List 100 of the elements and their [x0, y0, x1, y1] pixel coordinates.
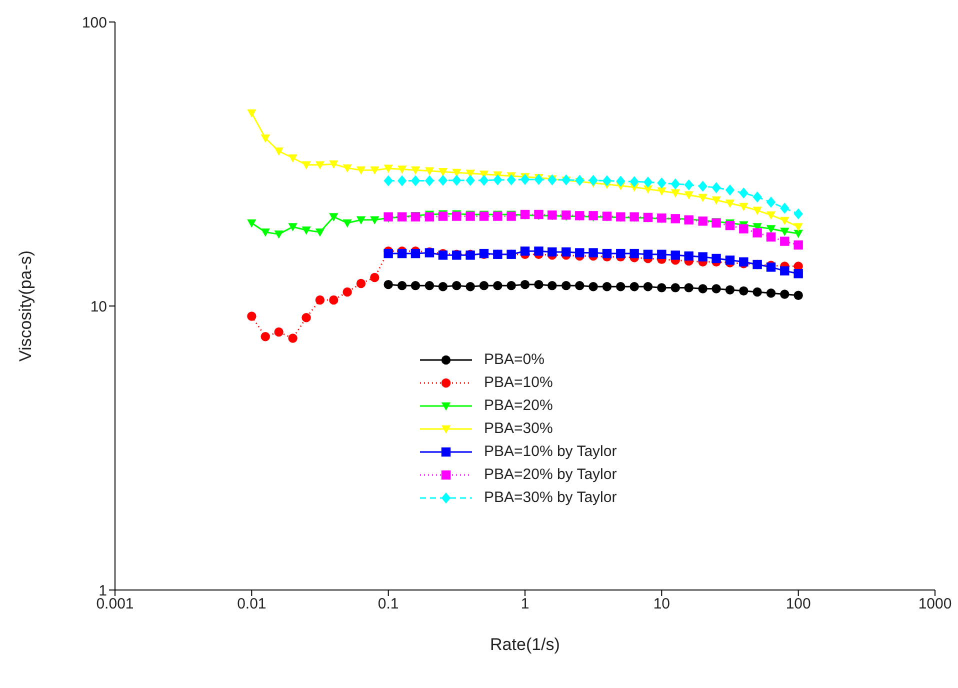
- legend-label: PBA=20%: [484, 397, 553, 414]
- point: [725, 184, 735, 196]
- point: [794, 290, 803, 300]
- point: [548, 247, 557, 257]
- point: [630, 248, 639, 258]
- point: [370, 216, 380, 224]
- point: [616, 248, 626, 258]
- point: [410, 248, 420, 258]
- point: [452, 174, 462, 186]
- x-tick-label: 100: [786, 596, 811, 613]
- legend-label: PBA=0%: [484, 351, 544, 368]
- point: [780, 266, 790, 276]
- point: [698, 284, 708, 294]
- point: [410, 175, 420, 186]
- point: [247, 312, 256, 321]
- x-tick-label: 10: [653, 596, 670, 613]
- x-tick-label: 0.1: [378, 596, 399, 613]
- point: [752, 191, 762, 203]
- point: [698, 180, 708, 192]
- point: [260, 228, 270, 237]
- point: [274, 147, 284, 156]
- point: [466, 282, 475, 292]
- point: [794, 269, 803, 278]
- point: [397, 248, 407, 258]
- point: [329, 213, 338, 222]
- point: [247, 219, 256, 228]
- point: [410, 166, 420, 175]
- point: [288, 154, 298, 163]
- point: [288, 223, 298, 232]
- point: [493, 280, 502, 290]
- point: [534, 246, 544, 256]
- point: [630, 282, 639, 292]
- point: [794, 240, 803, 250]
- point: [739, 202, 748, 212]
- point: [342, 164, 352, 173]
- point: [588, 248, 598, 258]
- x-axis-title: Rate(1/s): [490, 635, 560, 654]
- point: [329, 295, 338, 305]
- point: [520, 280, 530, 290]
- point: [643, 250, 653, 259]
- point: [766, 288, 776, 298]
- point: [342, 287, 352, 297]
- point: [506, 174, 516, 186]
- point: [329, 160, 338, 169]
- point: [562, 280, 571, 290]
- point: [684, 283, 694, 292]
- point: [602, 248, 612, 258]
- point: [370, 272, 380, 282]
- point: [630, 176, 639, 188]
- point: [602, 282, 612, 292]
- point: [384, 164, 393, 174]
- point: [616, 176, 626, 187]
- point: [780, 202, 790, 214]
- point: [452, 280, 462, 290]
- point: [260, 332, 270, 342]
- point: [302, 313, 311, 322]
- point: [438, 168, 448, 176]
- point: [712, 254, 721, 264]
- point: [520, 174, 530, 185]
- point: [725, 200, 735, 208]
- point: [506, 280, 516, 290]
- point: [657, 283, 666, 292]
- point: [479, 280, 489, 290]
- point: [739, 224, 748, 234]
- point: [684, 251, 694, 261]
- point: [452, 212, 462, 221]
- point: [657, 178, 666, 189]
- legend-label: PBA=30%: [484, 420, 553, 437]
- point: [534, 280, 544, 290]
- point: [397, 175, 407, 186]
- point: [575, 248, 584, 258]
- point: [780, 216, 790, 226]
- point: [562, 210, 571, 220]
- legend-label: PBA=10%: [484, 374, 553, 391]
- point: [780, 236, 790, 246]
- point: [274, 230, 284, 239]
- point: [397, 166, 407, 174]
- y-tick-label: 100: [82, 14, 107, 32]
- point: [562, 174, 571, 186]
- point: [315, 228, 325, 237]
- point: [670, 178, 680, 190]
- point: [356, 278, 366, 288]
- point: [575, 280, 584, 290]
- legend-label: PBA=30% by Taylor: [484, 489, 617, 506]
- point: [424, 175, 434, 186]
- point: [384, 280, 393, 290]
- point: [356, 216, 366, 224]
- point: [247, 109, 256, 118]
- point: [588, 174, 598, 186]
- y-axis-title: Viscosity(pa-s): [16, 250, 36, 362]
- point: [752, 287, 762, 297]
- x-tick-label: 1000: [918, 596, 952, 613]
- point: [342, 219, 352, 228]
- point: [562, 247, 571, 257]
- point: [410, 280, 420, 290]
- point: [424, 280, 434, 290]
- point: [548, 280, 557, 290]
- point: [438, 212, 448, 221]
- point: [643, 176, 653, 188]
- point: [370, 166, 380, 175]
